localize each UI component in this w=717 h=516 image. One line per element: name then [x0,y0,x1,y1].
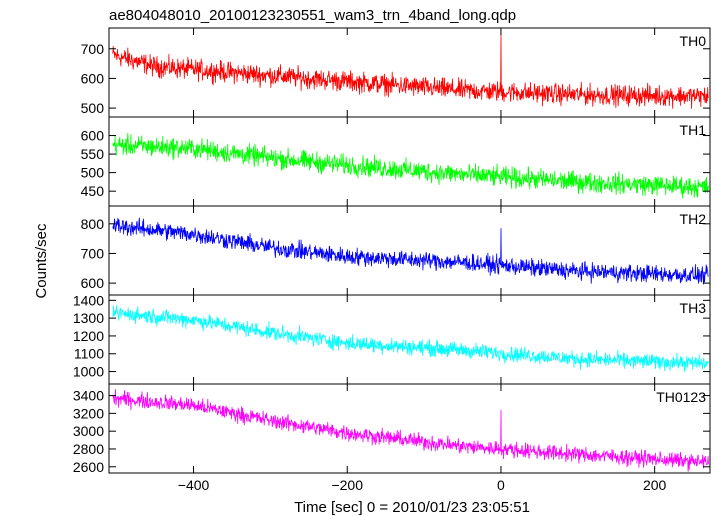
y-tick-label: 3400 [73,388,104,404]
y-tick-label: 1300 [73,310,104,326]
series-line-th2 [112,217,709,285]
x-tick-label: −200 [331,477,363,493]
x-tick-label: 0 [497,477,505,493]
y-tick-label: 1400 [73,292,104,308]
y-tick-label: 2800 [73,441,104,457]
y-tick-label: 500 [81,100,105,116]
y-tick-label: 600 [81,70,105,86]
panel-label-th0123: TH0123 [656,389,706,405]
series-line-th0123 [112,389,709,472]
x-tick-label: 200 [643,477,667,493]
y-tick-label: 550 [81,146,105,162]
panel-th3: 1000 1100 1200 1300 1400 TH3 [73,292,711,385]
series-line-th0 [112,30,709,109]
y-tick-label: 1000 [73,364,104,380]
panel-th2: 600 700 800 TH2 [81,205,711,296]
x-axis-label: Time [sec] 0 = 2010/01/23 23:05:51 [294,499,530,516]
y-tick-label: 600 [81,275,105,291]
y-tick-label: 3000 [73,423,104,439]
x-tick-label: −400 [178,477,210,493]
y-tick-label: 1200 [73,328,104,344]
y-tick-label: 500 [81,165,105,181]
panel-label-th2: TH2 [680,211,707,227]
y-tick-label: 450 [81,183,105,199]
x-axis: −400 −200 0 200 [178,477,667,493]
y-tick-label: 700 [81,41,105,57]
panel-th1: 450 500 550 600 TH1 [81,116,711,207]
y-tick-label: 800 [81,216,105,232]
panel-th0: 500 600 700 TH0 [81,27,711,118]
panel-label-th3: TH3 [680,300,707,316]
series-line-th3 [112,305,709,373]
y-tick-label: 3200 [73,405,104,421]
y-axis-label: Counts/sec [33,223,50,299]
chart-title: ae804048010_20100123230551_wam3_trn_4ban… [109,7,516,24]
panels-group: 500 600 700 TH0 450 500 550 600 TH1 600 700 800 TH2 1… [73,27,711,475]
panel-frame [108,205,711,296]
panel-label-th0: TH0 [680,33,707,49]
y-tick-label: 1100 [74,346,104,362]
y-tick-label: 600 [81,128,105,144]
y-tick-label: 2600 [73,459,104,475]
panel-label-th1: TH1 [680,122,707,138]
y-tick-label: 700 [81,245,105,261]
series-line-th1 [112,132,709,199]
panel-frame [108,383,711,474]
panel-frame [108,294,711,385]
